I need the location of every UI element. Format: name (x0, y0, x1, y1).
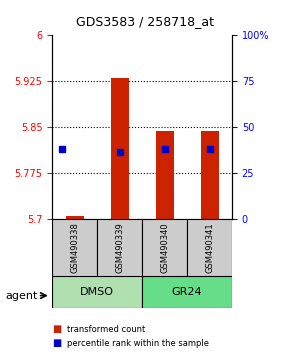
Bar (155, 131, 173, 219)
FancyBboxPatch shape (187, 219, 232, 276)
Text: ■: ■ (52, 324, 61, 334)
Text: transformed count: transformed count (67, 325, 145, 334)
FancyBboxPatch shape (142, 276, 232, 308)
Bar (66, 216, 84, 219)
Text: percentile rank within the sample: percentile rank within the sample (67, 339, 209, 348)
Text: GR24: GR24 (172, 287, 202, 297)
Text: GSM490341: GSM490341 (205, 222, 214, 273)
Text: GDS3583 / 258718_at: GDS3583 / 258718_at (76, 15, 214, 28)
Text: GSM490340: GSM490340 (160, 222, 169, 273)
Bar (110, 78, 128, 219)
Text: GSM490339: GSM490339 (115, 222, 124, 273)
FancyBboxPatch shape (97, 219, 142, 276)
FancyBboxPatch shape (142, 219, 187, 276)
FancyBboxPatch shape (52, 276, 142, 308)
Text: DMSO: DMSO (80, 287, 114, 297)
FancyBboxPatch shape (52, 219, 97, 276)
Text: ■: ■ (52, 338, 61, 348)
Bar (201, 131, 219, 219)
Text: GSM490338: GSM490338 (70, 222, 79, 273)
Text: agent: agent (6, 291, 38, 301)
